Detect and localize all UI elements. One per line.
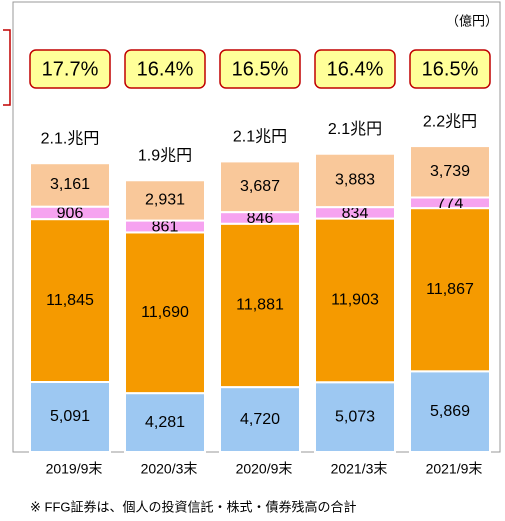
x-tick-label: 2020/3末 <box>141 461 198 477</box>
x-tick-label: 2019/9末 <box>46 461 103 477</box>
x-tick-label: 2021/9末 <box>426 461 483 477</box>
ratio-box <box>124 49 206 89</box>
value-label: 3,161 <box>50 176 90 193</box>
total-label: 2.1兆円 <box>233 128 287 146</box>
footnote: ※ FFG証券は、個人の投資信託・株式・債券残高の合計 <box>30 499 357 514</box>
unit-label: （億円） <box>446 13 498 28</box>
value-label: 2,931 <box>145 192 185 209</box>
value-label: 846 <box>247 210 274 227</box>
ratio-box <box>314 49 396 89</box>
value-label: 3,687 <box>240 178 280 195</box>
value-label: 11,867 <box>426 281 474 298</box>
bar-segment <box>409 207 491 373</box>
value-label: 11,845 <box>46 292 94 309</box>
value-label: 5,073 <box>335 408 375 425</box>
bar-segment <box>314 217 396 384</box>
x-tick-label: 2021/3末 <box>331 461 388 477</box>
bar-segment <box>219 160 301 214</box>
ratio-label: 16.5% <box>232 58 289 80</box>
value-label: 3,883 <box>335 172 375 189</box>
ratio-box <box>409 49 491 89</box>
bar-segment <box>219 222 301 389</box>
total-label: 2.1.兆円 <box>41 129 100 147</box>
ratio-box <box>219 49 301 89</box>
bar-segment <box>409 370 491 453</box>
value-label: 11,881 <box>236 297 284 314</box>
total-label: 2.2兆円 <box>423 112 477 130</box>
bar-segment <box>314 381 396 453</box>
value-label: 4,720 <box>240 411 280 428</box>
bar-segment <box>409 145 491 199</box>
x-tick-label: 2020/9末 <box>236 461 293 477</box>
bar-segment <box>124 179 206 222</box>
value-label: 5,869 <box>430 403 470 420</box>
value-label: 3,739 <box>430 163 470 180</box>
ratio-box <box>29 49 111 89</box>
value-label: 11,690 <box>141 304 189 321</box>
value-label: 774 <box>437 195 464 212</box>
total-label: 1.9兆円 <box>138 146 192 164</box>
ratio-label: 16.4% <box>327 58 384 80</box>
value-label: 4,281 <box>145 414 185 431</box>
value-label: 11,903 <box>331 292 379 309</box>
bar-segment <box>314 152 396 209</box>
value-label: 861 <box>152 219 179 236</box>
total-label: 2.1兆円 <box>328 120 382 138</box>
value-label: 834 <box>342 205 369 222</box>
value-label: 5,091 <box>50 408 90 425</box>
bracket <box>3 29 11 106</box>
value-label: 906 <box>57 205 84 222</box>
bar-segment <box>29 218 111 383</box>
ratio-label: 16.4% <box>137 58 194 80</box>
ratio-label: 16.5% <box>422 58 479 80</box>
bar-segment <box>29 162 111 208</box>
bar-segment <box>124 392 206 454</box>
ratio-label: 17.7% <box>42 58 99 80</box>
